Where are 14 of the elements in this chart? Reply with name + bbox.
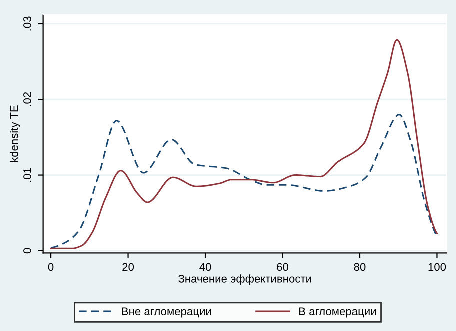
legend-label: Вне агломерации — [122, 308, 212, 318]
y-tick-label: 0 — [24, 248, 32, 254]
x-tick-label: 80 — [354, 263, 366, 272]
x-axis-title: Значение эффективности — [178, 274, 312, 286]
y-tick-label: .03 — [24, 16, 32, 31]
x-tick-label: 20 — [122, 263, 134, 272]
y-tick-label: .01 — [24, 168, 32, 182]
legend-label: В агломерации — [300, 308, 376, 318]
x-tick-label: 40 — [200, 263, 212, 272]
x-tick-label: 60 — [277, 263, 288, 272]
y-tick-label: .02 — [24, 92, 32, 106]
x-tick-label: 100 — [428, 263, 446, 272]
y-axis-title: kdensity TE — [10, 106, 20, 162]
x-tick-label: 0 — [48, 263, 54, 272]
